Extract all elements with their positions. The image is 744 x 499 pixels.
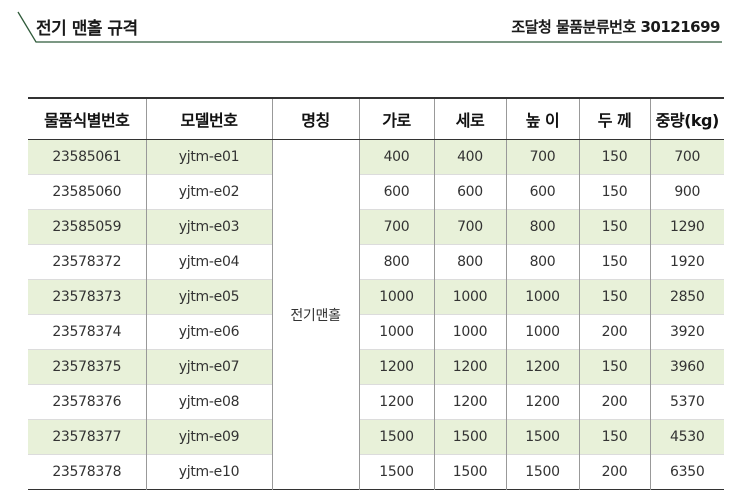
width-cell: 1200 (358, 349, 434, 385)
col-header-name: 명칭 (271, 98, 359, 140)
table-row: 23578378 yjtm-e10 1500 1500 1500 200 6350 (28, 454, 724, 490)
length-cell: 800 (433, 244, 506, 280)
col-header-length: 세로 (433, 98, 506, 140)
weight-cell: 900 (649, 174, 724, 210)
width-cell: 600 (358, 174, 434, 210)
length-cell: 1500 (433, 454, 506, 490)
model-cell: yjtm-e07 (145, 349, 272, 385)
col-header-width: 가로 (358, 98, 434, 140)
length-cell: 400 (433, 139, 506, 175)
item-id-cell: 23578376 (28, 384, 146, 420)
col-header-height: 높 이 (505, 98, 579, 140)
thickness-cell: 150 (578, 349, 650, 385)
height-cell: 1500 (505, 454, 579, 490)
weight-cell: 5370 (649, 384, 724, 420)
weight-cell: 2850 (649, 279, 724, 315)
item-id-cell: 23578375 (28, 349, 146, 385)
height-cell: 800 (505, 244, 579, 280)
page-header: 전기 맨홀 규격 조달청 물품분류번호 30121699 (0, 0, 744, 46)
table-row: 23578374 yjtm-e06 1000 1000 1000 200 3920 (28, 314, 724, 350)
length-cell: 1200 (433, 349, 506, 385)
weight-cell: 700 (649, 139, 724, 175)
model-cell: yjtm-e04 (145, 244, 272, 280)
thickness-cell: 150 (578, 209, 650, 245)
table-row: 23578377 yjtm-e09 1500 1500 1500 150 4530 (28, 419, 724, 455)
item-id-cell: 23578373 (28, 279, 146, 315)
width-cell: 1000 (358, 279, 434, 315)
col-header-thickness: 두 께 (578, 98, 650, 140)
page-title: 전기 맨홀 규격 (36, 19, 138, 39)
width-cell: 1500 (358, 419, 434, 455)
classification-number: 조달청 물품분류번호 30121699 (511, 18, 720, 36)
weight-cell: 4530 (649, 419, 724, 455)
weight-cell: 3920 (649, 314, 724, 350)
spec-table: 물품식별번호 모델번호 명칭 가로 세로 높 이 두 께 중량(kg) 2358… (28, 97, 724, 490)
thickness-cell: 150 (578, 139, 650, 175)
model-cell: yjtm-e06 (145, 314, 272, 350)
height-cell: 1000 (505, 279, 579, 315)
item-id-cell: 23585059 (28, 209, 146, 245)
product-name-cell: 전기맨홀 (271, 139, 359, 490)
col-header-weight: 중량(kg) (649, 98, 724, 140)
length-cell: 700 (433, 209, 506, 245)
thickness-cell: 150 (578, 244, 650, 280)
item-id-cell: 23585060 (28, 174, 146, 210)
length-cell: 1500 (433, 419, 506, 455)
length-cell: 600 (433, 174, 506, 210)
height-cell: 1200 (505, 384, 579, 420)
item-id-cell: 23585061 (28, 139, 146, 175)
length-cell: 1000 (433, 314, 506, 350)
model-cell: yjtm-e01 (145, 139, 272, 175)
thickness-cell: 150 (578, 279, 650, 315)
table-header-row: 물품식별번호 모델번호 명칭 가로 세로 높 이 두 께 중량(kg) (28, 98, 724, 140)
table-row: 23578373 yjtm-e05 1000 1000 1000 150 2850 (28, 279, 724, 315)
table-row: 23578375 yjtm-e07 1200 1200 1200 150 3960 (28, 349, 724, 385)
model-cell: yjtm-e02 (145, 174, 272, 210)
thickness-cell: 200 (578, 314, 650, 350)
model-cell: yjtm-e10 (145, 454, 272, 490)
length-cell: 1000 (433, 279, 506, 315)
height-cell: 700 (505, 139, 579, 175)
width-cell: 1000 (358, 314, 434, 350)
item-id-cell: 23578378 (28, 454, 146, 490)
height-cell: 1200 (505, 349, 579, 385)
item-id-cell: 23578372 (28, 244, 146, 280)
thickness-cell: 200 (578, 384, 650, 420)
col-header-id: 물품식별번호 (28, 98, 146, 140)
thickness-cell: 150 (578, 419, 650, 455)
weight-cell: 1920 (649, 244, 724, 280)
weight-cell: 3960 (649, 349, 724, 385)
table-row: 23578376 yjtm-e08 1200 1200 1200 200 5370 (28, 384, 724, 420)
table-row: 23578372 yjtm-e04 800 800 800 150 1920 (28, 244, 724, 280)
width-cell: 800 (358, 244, 434, 280)
weight-cell: 6350 (649, 454, 724, 490)
height-cell: 1000 (505, 314, 579, 350)
model-cell: yjtm-e05 (145, 279, 272, 315)
thickness-cell: 200 (578, 454, 650, 490)
width-cell: 700 (358, 209, 434, 245)
table-row: 23585061 yjtm-e01 전기맨홀 400 400 700 150 700 (28, 139, 724, 490)
table-row: 23585059 yjtm-e03 700 700 800 150 1290 (28, 209, 724, 245)
item-id-cell: 23578374 (28, 314, 146, 350)
model-cell: yjtm-e09 (145, 419, 272, 455)
weight-cell: 1290 (649, 209, 724, 245)
height-cell: 1500 (505, 419, 579, 455)
item-id-cell: 23578377 (28, 419, 146, 455)
thickness-cell: 150 (578, 174, 650, 210)
width-cell: 1500 (358, 454, 434, 490)
model-cell: yjtm-e03 (145, 209, 272, 245)
table-body: 23585061 yjtm-e01 전기맨홀 400 400 700 150 700 23585… (28, 139, 724, 490)
table-row: 23585060 yjtm-e02 600 600 600 150 900 (28, 174, 724, 210)
height-cell: 800 (505, 209, 579, 245)
length-cell: 1200 (433, 384, 506, 420)
height-cell: 600 (505, 174, 579, 210)
model-cell: yjtm-e08 (145, 384, 272, 420)
width-cell: 1200 (358, 384, 434, 420)
col-header-model: 모델번호 (145, 98, 272, 140)
header-rule (17, 11, 722, 43)
width-cell: 400 (358, 139, 434, 175)
